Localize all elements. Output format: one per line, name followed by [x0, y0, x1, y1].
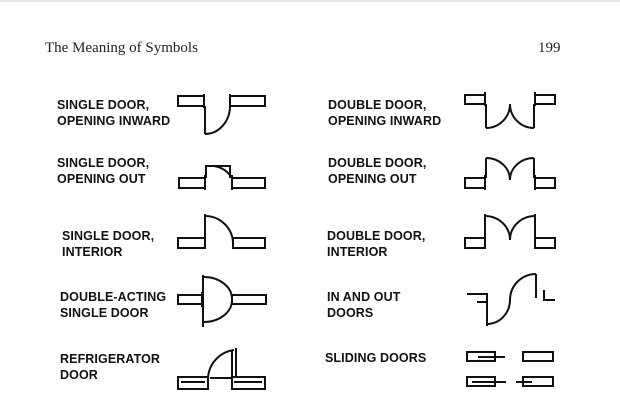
label-single-door-interior: SINGLE DOOR, INTERIOR — [62, 229, 155, 259]
single-door-interior-symbol — [177, 214, 266, 249]
label-in-and-out-doors: IN AND OUT DOORS — [327, 290, 401, 320]
double-door-opening-inward-symbol — [464, 92, 556, 129]
in-and-out-doors-symbol — [467, 273, 555, 326]
page-number: 199 — [538, 40, 561, 56]
double-acting-single-door-symbol — [177, 275, 267, 327]
refrigerator-door-symbol — [177, 348, 266, 390]
label-sliding-doors: SLIDING DOORS — [325, 351, 427, 365]
label-double-door-opening-out: DOUBLE DOOR, OPENING OUT — [328, 156, 427, 186]
label-double-door-opening-inward: DOUBLE DOOR, OPENING INWARD — [328, 98, 442, 128]
label-double-acting-single-door: DOUBLE-ACTING SINGLE DOOR — [60, 290, 167, 320]
double-door-opening-out-symbol — [464, 157, 556, 190]
double-door-interior-symbol — [464, 214, 556, 249]
page-top-rule — [0, 0, 620, 2]
sliding-doors-symbol — [466, 351, 554, 387]
single-door-opening-out-symbol — [178, 165, 266, 190]
running-header-title: The Meaning of Symbols — [45, 40, 198, 56]
label-double-door-interior: DOUBLE DOOR, INTERIOR — [327, 229, 426, 259]
label-refrigerator-door: REFRIGERATOR DOOR — [60, 352, 161, 382]
label-single-door-opening-inward: SINGLE DOOR, OPENING INWARD — [57, 98, 171, 128]
label-single-door-opening-out: SINGLE DOOR, OPENING OUT — [57, 156, 150, 186]
single-door-opening-inward-symbol — [177, 94, 266, 135]
